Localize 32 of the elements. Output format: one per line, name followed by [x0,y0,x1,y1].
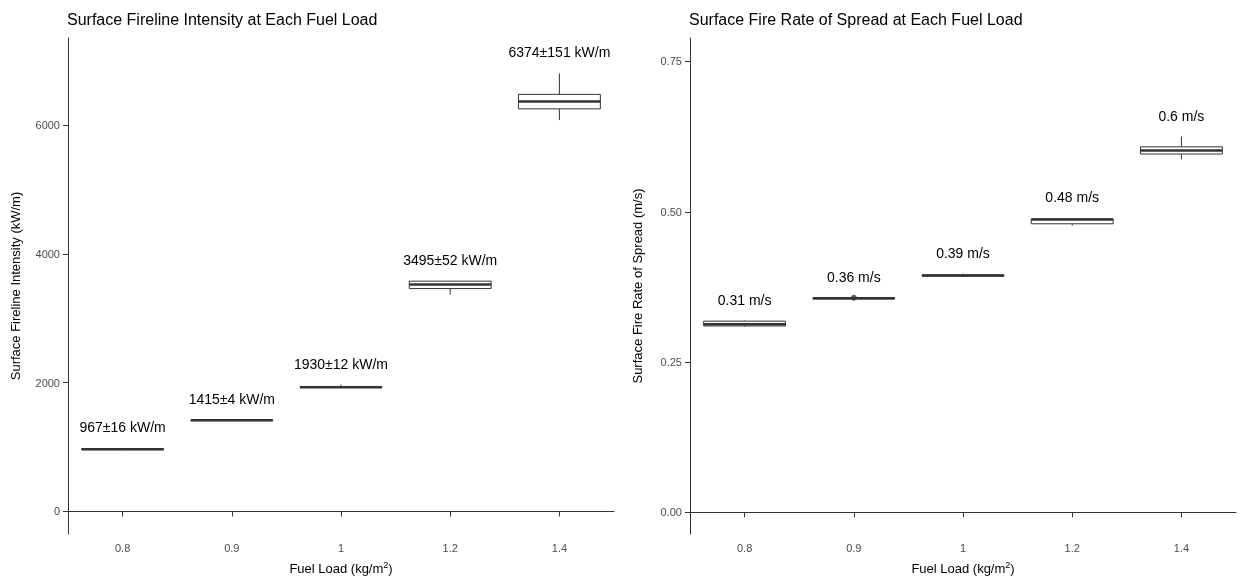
x-tick-label: 1.4 [1173,541,1190,554]
annotation: 0.36 m/s [826,269,881,286]
y-tick-label: 2000 [35,376,60,389]
y-axis-title: Surface Fireline Intensity (kW/m) [8,191,23,381]
annotation: 0.48 m/s [1045,189,1100,206]
y-tick-label: 0 [53,505,60,518]
annotation: 1930±12 kW/m [293,355,389,372]
y-tick-label: 4000 [35,247,60,260]
x-tick-label: 0.8 [736,541,753,554]
x-tick-label: 1.4 [551,541,568,554]
y-axis-title: Surface Fire Rate of Spread (m/s) [630,188,645,384]
x-tick-label: 1.2 [442,541,458,554]
y-tick-label: 6000 [35,118,60,131]
annotation: 967±16 kW/m [79,419,166,436]
x-tick-label: 0.8 [114,541,131,554]
chart-title: Surface Fireline Intensity at Each Fuel Load [67,10,378,28]
annotation: 6374±151 kW/m [508,44,611,61]
annotation: 0.6 m/s [1158,107,1205,124]
annotation: 0.31 m/s [717,291,772,308]
x-tick-label: 1 [959,541,967,554]
x-tick-label: 1 [337,541,345,554]
x-tick-label: 1.2 [1064,541,1080,554]
y-tick-label: 0.50 [660,205,682,218]
y-tick-label: 0.00 [660,506,682,519]
x-tick-label: 0.9 [224,541,240,554]
x-tick-label: 0.9 [846,541,862,554]
chart-title: Surface Fire Rate of Spread at Each Fuel Load [689,10,1023,28]
annotation: 0.39 m/s [936,244,990,261]
annotation: 3495±52 kW/m [403,251,498,268]
annotation: 1415±4 kW/m [188,390,275,407]
y-tick-label: 0.75 [660,55,682,68]
y-tick-label: 0.25 [660,356,682,369]
